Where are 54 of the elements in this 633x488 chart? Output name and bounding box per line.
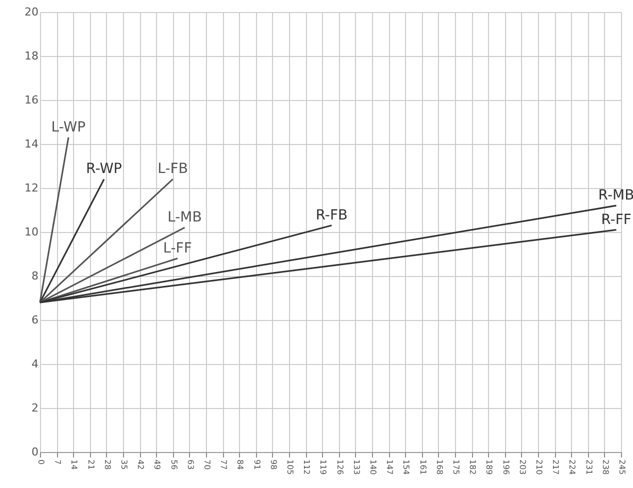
x-tick-label: 112 (302, 460, 312, 475)
y-tick-label: 14 (24, 138, 38, 150)
y-tick-label: 16 (24, 94, 38, 106)
x-tick-label: 77 (219, 460, 228, 470)
x-tick-label: 28 (102, 460, 112, 470)
x-tick-label: 14 (70, 460, 79, 470)
x-tick-label: 189 (484, 460, 494, 475)
x-tick-label: 0 (36, 460, 46, 465)
x-tick-label: 126 (335, 460, 344, 475)
x-tick-label: 49 (152, 460, 162, 470)
x-tick-label: 140 (368, 460, 378, 475)
series-label: L-FF (163, 240, 192, 256)
y-tick-label: 10 (24, 226, 38, 238)
x-tick-label: 98 (268, 460, 278, 470)
x-tick-label: 245 (618, 460, 626, 475)
x-tick-label: 133 (352, 460, 361, 475)
x-tick-label: 175 (452, 460, 460, 475)
x-tick-label: 70 (202, 460, 212, 470)
y-tick-label: 20 (24, 6, 38, 18)
x-tick-label: 231 (584, 460, 594, 475)
x-tick-label: 217 (551, 460, 560, 475)
series-label: R-WP (86, 161, 122, 178)
x-tick-label: 42 (136, 460, 146, 470)
x-tick-label: 154 (402, 460, 411, 475)
series-label: L-FB (158, 161, 188, 178)
x-tick-label: 210 (534, 460, 544, 475)
x-tick-label: 84 (236, 460, 245, 470)
series-label: R-MB (598, 188, 633, 204)
x-tick-label: 56 (169, 460, 178, 470)
y-tick-label: 6 (32, 314, 38, 326)
x-tick-label: 196 (501, 460, 510, 475)
x-tick-label: 63 (186, 460, 195, 470)
x-tick-label: 168 (434, 460, 444, 475)
x-tick-label: 147 (385, 460, 394, 475)
y-tick-label: 18 (24, 50, 38, 62)
x-tick-label: 238 (600, 460, 610, 475)
x-tick-label: 91 (252, 460, 262, 470)
x-tick-label: 21 (86, 460, 96, 470)
y-tick-label: 12 (24, 182, 38, 194)
series-label: R-FF (601, 212, 632, 228)
x-tick-label: 35 (120, 460, 128, 470)
series-label: R-FB (316, 207, 348, 224)
x-tick-label: 161 (418, 460, 428, 475)
x-tick-label: 182 (468, 460, 478, 475)
x-tick-label: 119 (318, 460, 328, 475)
y-tick-label: 2 (32, 402, 38, 414)
y-tick-label: 4 (32, 358, 38, 370)
x-tick-label: 224 (568, 460, 577, 475)
x-tick-label: 203 (518, 460, 527, 475)
x-tick-label: 105 (286, 460, 294, 475)
series-label: L-WP (51, 119, 86, 136)
y-tick-label: 8 (32, 270, 38, 282)
series-label: L-MB (168, 210, 202, 226)
x-tick-label: 7 (53, 460, 62, 465)
